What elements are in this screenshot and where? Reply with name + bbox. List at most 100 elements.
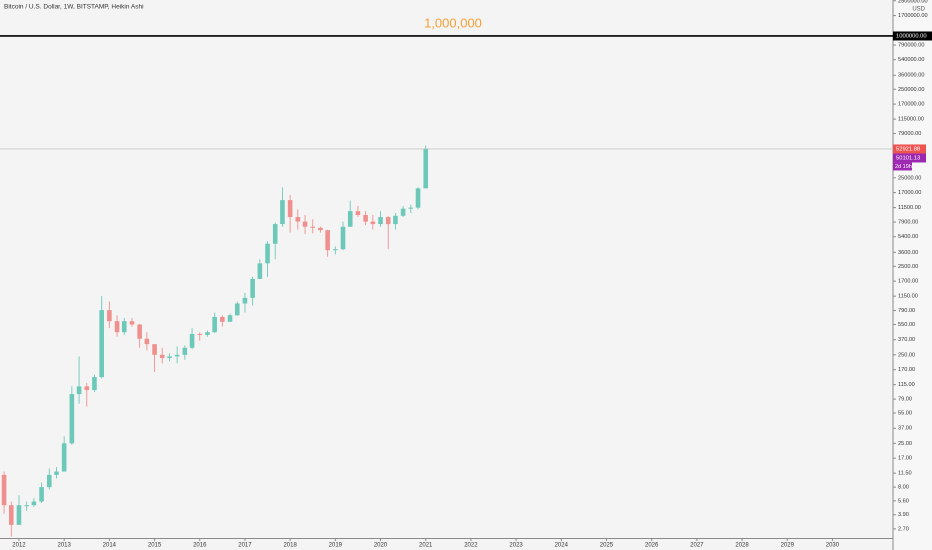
candle-body — [227, 315, 233, 322]
candle-body — [423, 148, 429, 189]
y-tick-label: 25.00 — [898, 441, 912, 447]
candle-body — [318, 227, 323, 231]
level-label-box — [893, 31, 932, 41]
candle-body — [137, 324, 142, 339]
x-tick-label: 2029 — [781, 543, 795, 549]
candle-body — [129, 321, 135, 325]
y-tick-label: 360000.00 — [898, 73, 924, 79]
y-tick-label: 115.00 — [898, 382, 915, 388]
y-tick-label: 11500.00 — [898, 205, 921, 211]
y-tick-label: 1700.00 — [898, 279, 918, 285]
candle-body — [415, 188, 421, 208]
candle-body — [325, 230, 330, 251]
candle-body — [76, 386, 82, 395]
x-tick-label: 2025 — [600, 543, 614, 549]
candle-body — [205, 332, 210, 335]
y-tick-label: 8.00 — [898, 485, 909, 491]
x-tick-label: 2027 — [690, 543, 704, 549]
candle-body — [408, 207, 414, 209]
currency-label: USD — [912, 7, 925, 13]
candle-body — [385, 217, 391, 225]
candle-body — [257, 263, 263, 279]
x-tick-label: 2024 — [555, 543, 569, 549]
y-tick-label: 79.00 — [898, 397, 912, 403]
candle-body — [197, 333, 203, 335]
y-tick-label: 37.00 — [898, 426, 912, 432]
candle-body — [363, 214, 368, 222]
x-tick-label: 2020 — [374, 543, 388, 549]
candle-body — [242, 297, 248, 304]
candle-body — [220, 316, 225, 322]
candle-body — [61, 443, 67, 472]
x-tick-label: 2012 — [12, 543, 26, 549]
y-tick-label: 79000.00 — [898, 131, 921, 137]
candle-body — [340, 226, 346, 250]
y-tick-label: 170.00 — [898, 367, 915, 373]
candle-body — [8, 505, 14, 525]
y-tick-label: 790000.00 — [898, 43, 924, 49]
y-tick-label: 115000.00 — [898, 117, 924, 123]
y-tick-label: 17.00 — [898, 456, 912, 462]
price-label: 50101.13 — [896, 155, 920, 161]
y-tick-label: 55.00 — [898, 411, 912, 417]
candle-body — [99, 310, 104, 378]
price-label-box — [893, 153, 926, 163]
candle-body — [400, 208, 406, 216]
candle-body — [167, 356, 172, 359]
y-tick-label: 1150.00 — [898, 294, 918, 300]
candle-body — [287, 200, 293, 218]
candle-body — [84, 386, 90, 391]
candle-body — [54, 471, 59, 475]
price-label: 52921.88 — [896, 146, 920, 152]
level-label: 1000000.00 — [896, 34, 927, 40]
y-tick-label: 170000.00 — [898, 102, 924, 108]
y-tick-label: 3600.00 — [898, 250, 918, 256]
candle-body — [144, 338, 150, 345]
candle-body — [159, 354, 165, 359]
candle-body — [333, 249, 338, 251]
candle-body — [189, 333, 195, 348]
candle-body — [265, 243, 270, 264]
countdown-box — [893, 162, 912, 171]
price-axis — [893, 0, 932, 550]
x-tick-label: 2028 — [735, 543, 749, 549]
y-tick-label: 370.00 — [898, 337, 915, 343]
y-tick-label: 5.60 — [898, 498, 909, 504]
candle-body — [182, 347, 188, 355]
y-tick-label: 540000.00 — [898, 57, 924, 63]
x-tick-label: 2013 — [57, 543, 71, 549]
countdown: 2d 19h — [895, 164, 912, 170]
y-tick-label: 2500.00 — [898, 264, 918, 270]
candle-body — [393, 215, 398, 225]
x-tick-label: 2015 — [148, 543, 162, 549]
candle-body — [272, 224, 278, 244]
price-label-box — [893, 144, 926, 154]
y-tick-label: 1700000.00 — [898, 13, 928, 19]
y-tick-label: 3.90 — [898, 512, 909, 518]
candle-body — [378, 217, 383, 225]
candle-body — [250, 278, 255, 298]
candle-body — [174, 354, 180, 357]
y-tick-label: 790.00 — [898, 308, 915, 314]
candle-body — [107, 310, 112, 322]
x-tick-label: 2014 — [103, 543, 117, 549]
candle-body — [152, 344, 157, 355]
candle-body — [347, 211, 353, 227]
candle-body — [212, 316, 217, 333]
candle-body — [370, 221, 376, 225]
y-tick-label: 250.00 — [898, 352, 915, 358]
x-tick-label: 2022 — [464, 543, 478, 549]
y-tick-label: 550.00 — [898, 322, 915, 328]
y-tick-label: 2.70 — [898, 526, 909, 532]
x-tick-label: 2026 — [645, 543, 659, 549]
candle-body — [121, 321, 127, 333]
candle-body — [310, 226, 316, 228]
chart-title: Bitcoin / U.S. Dollar, 1W, BITSTAMP, Hei… — [4, 4, 144, 11]
x-tick-label: 2019 — [329, 543, 343, 549]
y-tick-label: 250000.00 — [898, 87, 924, 93]
annotation: 1,000,000 — [424, 15, 482, 30]
candle-body — [280, 200, 285, 225]
y-tick-label: 25000.00 — [898, 175, 921, 181]
